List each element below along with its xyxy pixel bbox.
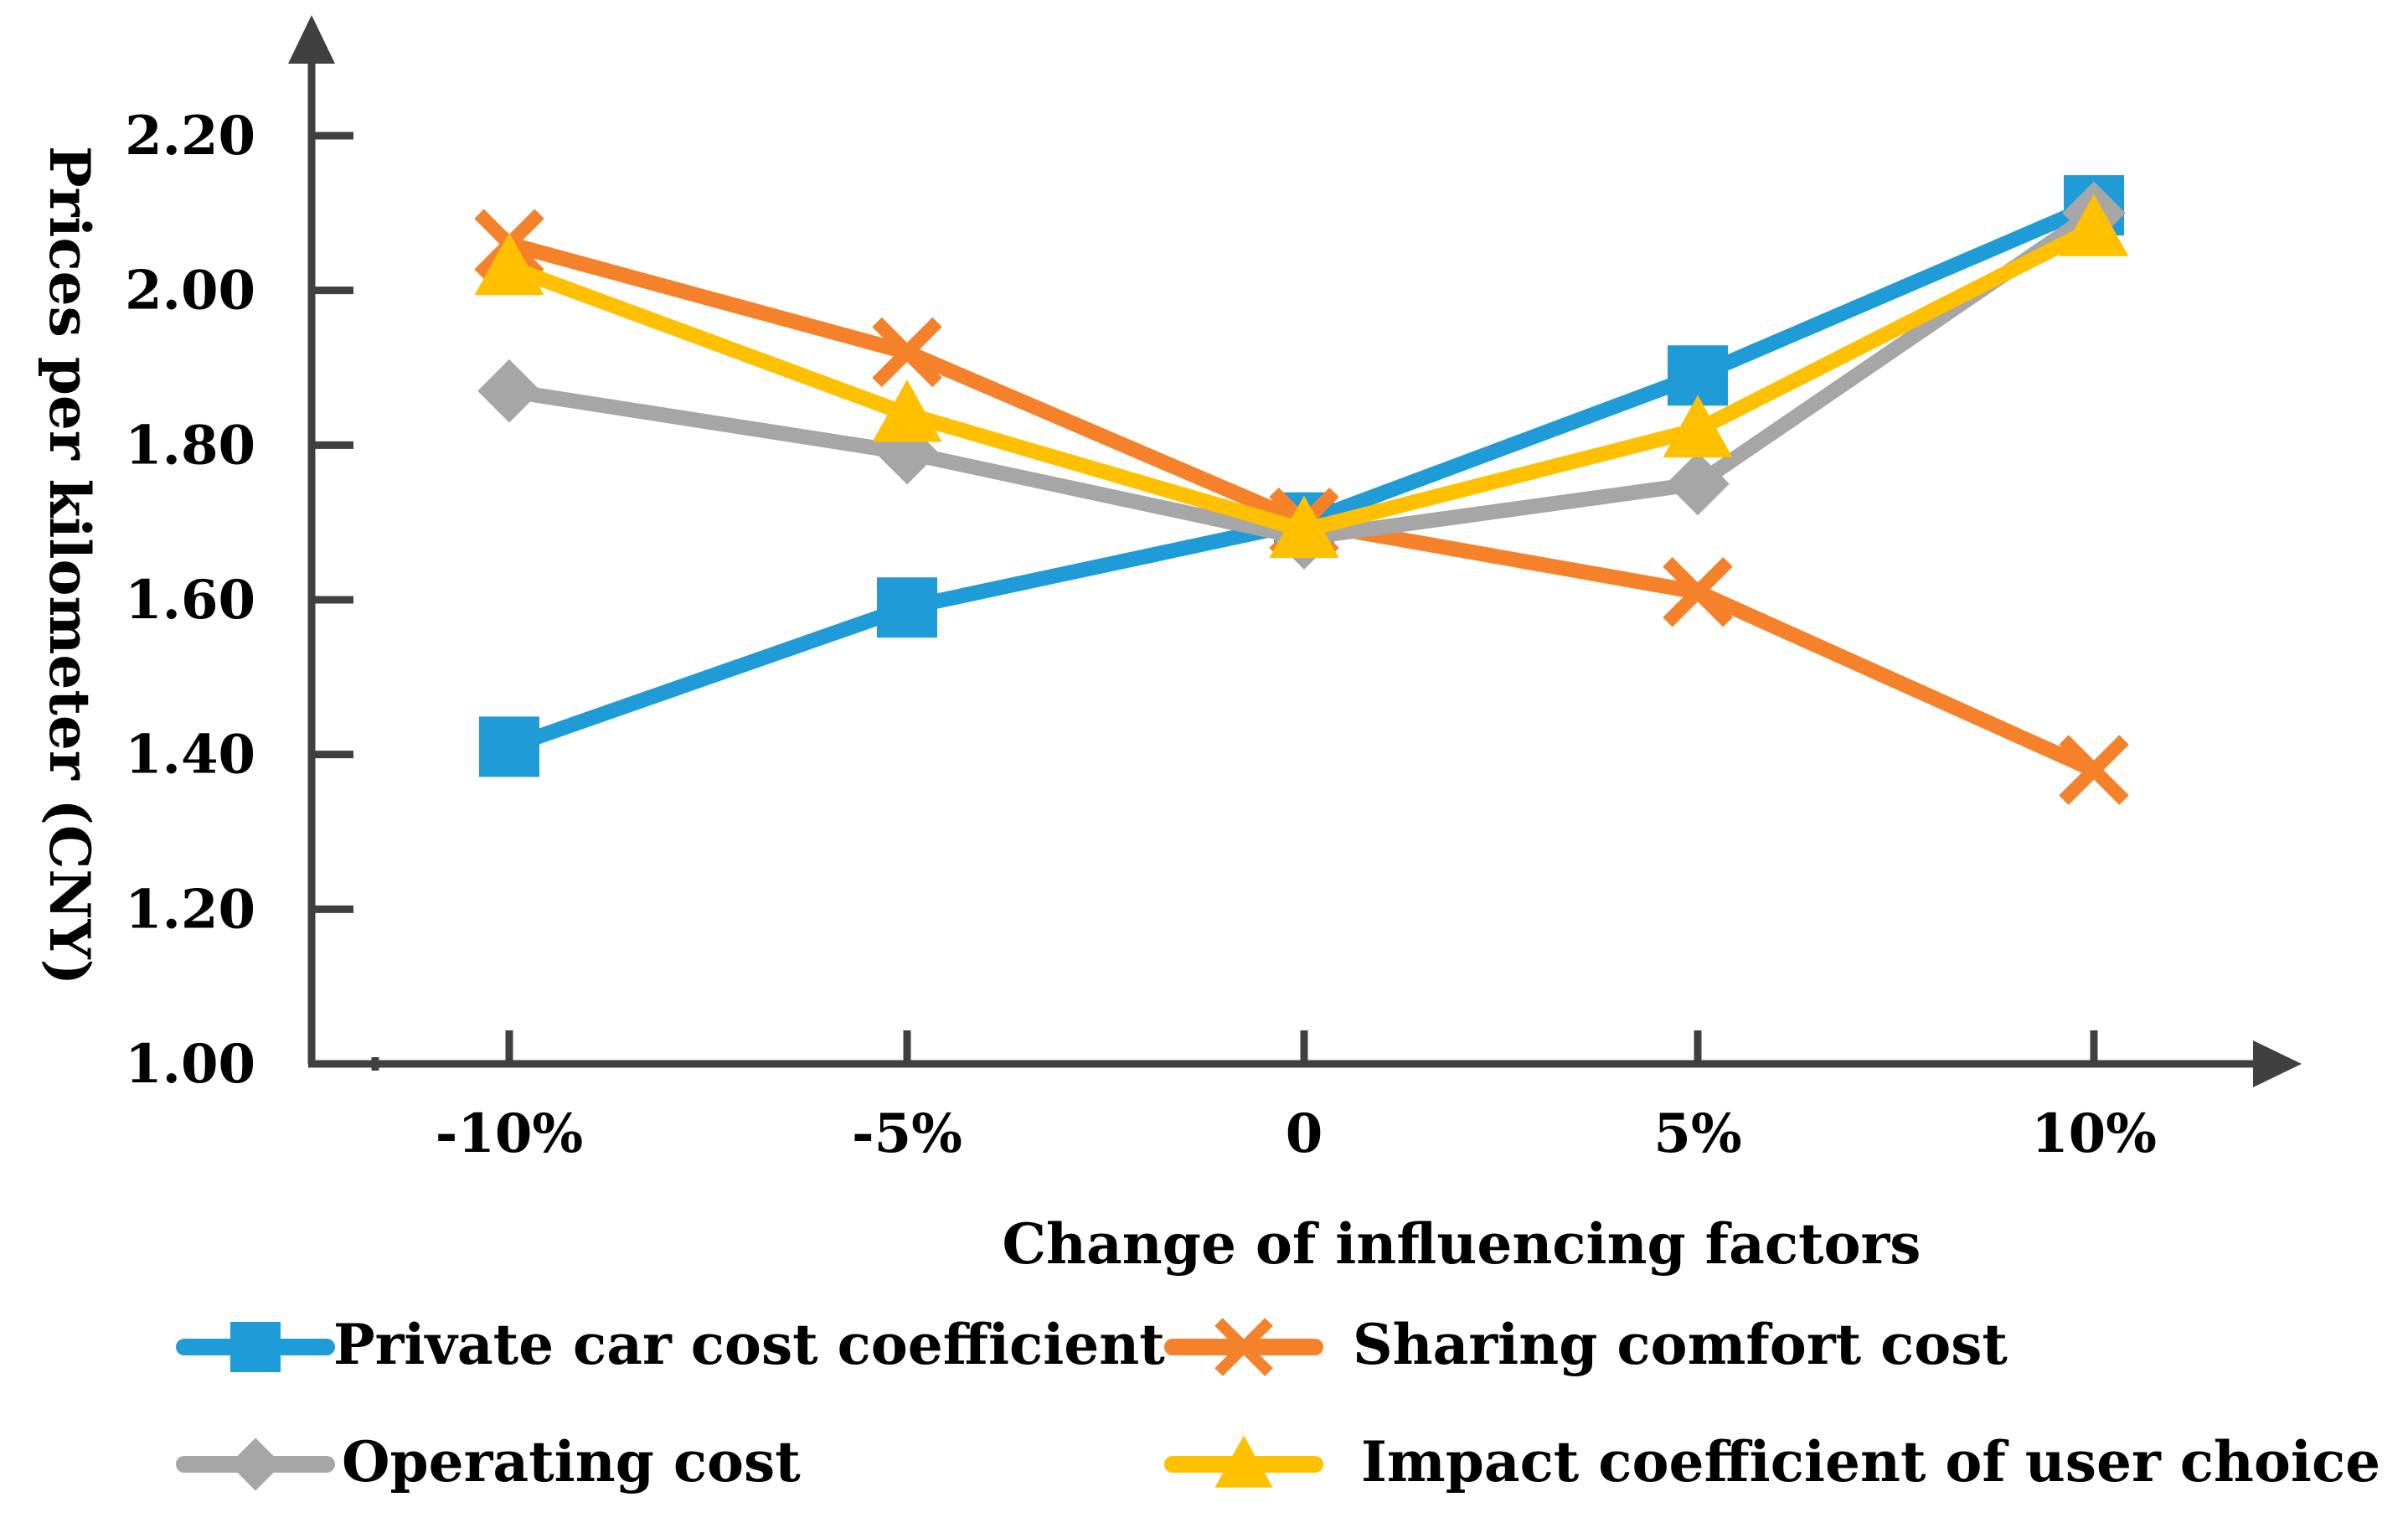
y-tick-label: 2.20 (125, 105, 255, 168)
data-point (479, 716, 539, 777)
legend-marker-icon (1214, 1318, 1273, 1376)
x-tick-label: -10% (436, 1102, 583, 1165)
data-point (1666, 452, 1730, 516)
series-triangle (474, 194, 2129, 559)
data-point (2059, 194, 2129, 256)
x-stroke-b (1214, 1318, 1273, 1376)
y-ticks: 1.00 1.20 1.40 1.60 1.80 2.00 2.20 (125, 105, 353, 1096)
legend-marker-icon (229, 1438, 282, 1491)
legend-item: Impact coefficient of user choice (1164, 1429, 2380, 1494)
x-tick-label: 10% (2031, 1102, 2157, 1165)
data-point (477, 359, 541, 423)
x-ticks: -10% -5% 0 5% 10% (436, 1030, 2157, 1165)
y-axis-title: Prices per kilometer (CNY) (37, 146, 102, 985)
legend: Private car cost coefficient Sharing comf… (176, 1312, 2380, 1494)
y-axis-arrow-icon (288, 15, 335, 64)
x-tick-label: -5% (852, 1102, 962, 1165)
series-line (502, 205, 2101, 546)
series-layer (474, 175, 2129, 805)
legend-item: Operating cost (176, 1429, 801, 1494)
data-point (474, 232, 544, 296)
y-tick-label: 1.20 (125, 878, 255, 941)
y-tick-label: 1.60 (125, 569, 255, 632)
series-square (479, 175, 2124, 777)
data-point (877, 577, 937, 638)
data-point (875, 421, 939, 485)
data-point (1269, 495, 1339, 559)
y-tick-label: 2.00 (125, 260, 255, 323)
y-tick-label: 1.40 (125, 724, 255, 787)
x-stroke-b (1663, 557, 1733, 627)
x-stroke-b (2059, 735, 2129, 805)
legend-marker-icon (1214, 1435, 1273, 1488)
y-tick-label: 1.00 (125, 1033, 255, 1096)
x-axis-title: Change of influencing factors (1003, 1211, 1921, 1277)
legend-label: Private car cost coefficient (333, 1312, 1165, 1377)
legend-item: Sharing comfort cost (1164, 1312, 2008, 1377)
data-point (1663, 395, 1733, 457)
data-point (1663, 557, 1733, 627)
x-tick-label: 5% (1653, 1102, 1741, 1165)
legend-label: Impact coefficient of user choice (1361, 1429, 2380, 1494)
x-tick-label: 0 (1286, 1102, 1323, 1165)
legend-item: Private car cost coefficient (176, 1312, 1165, 1377)
y-tick-label: 1.80 (125, 414, 255, 477)
legend-label: Sharing comfort cost (1353, 1312, 2008, 1377)
x-stroke-b (872, 317, 942, 388)
data-point (2059, 735, 2129, 805)
legend-marker-icon (230, 1322, 281, 1372)
data-point (872, 317, 942, 388)
legend-label: Operating cost (342, 1429, 801, 1494)
x-axis-arrow-icon (2253, 1040, 2302, 1087)
data-point (872, 379, 942, 442)
